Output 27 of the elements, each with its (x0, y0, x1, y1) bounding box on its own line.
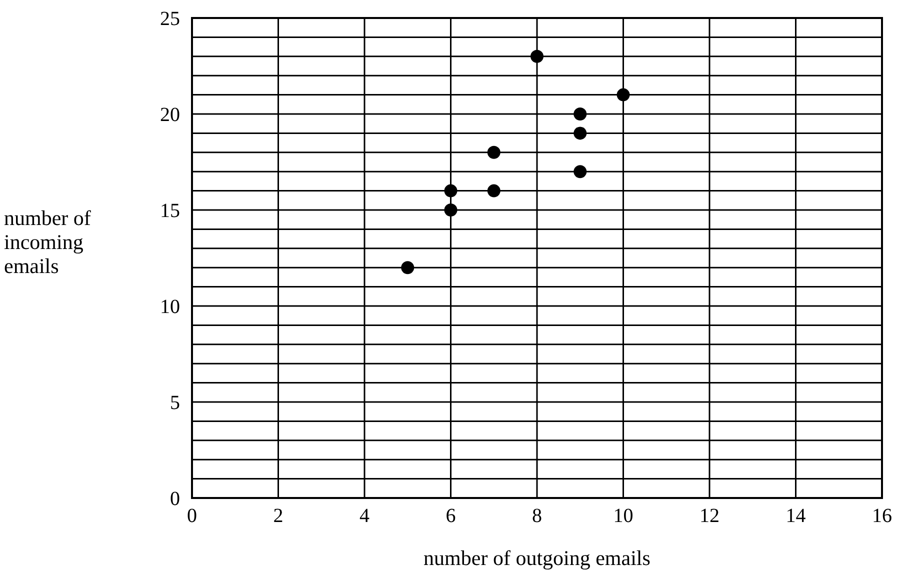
x-axis-title: number of outgoing emails (424, 546, 650, 570)
point (487, 146, 500, 159)
x-tick-label: 0 (187, 505, 197, 527)
y-tick-label: 25 (160, 8, 180, 30)
x-tick-label: 10 (613, 505, 634, 527)
x-tick-label: 12 (700, 505, 720, 527)
x-tick-label: 4 (360, 505, 370, 527)
point (487, 184, 500, 198)
x-tick-label: 14 (786, 505, 806, 527)
point (574, 108, 587, 120)
point (530, 50, 544, 63)
point (616, 88, 630, 102)
x-tick-label: 8 (532, 505, 542, 527)
point (444, 204, 458, 216)
y-tick-label: 20 (160, 104, 180, 126)
y-tick-label: 0 (170, 488, 180, 510)
y-tick-label: 5 (170, 392, 180, 414)
x-tick-label: 6 (446, 505, 456, 527)
y-tick-label: 10 (160, 296, 180, 318)
x-tick-label: 16 (872, 505, 892, 527)
x-tick-label: 2 (273, 505, 284, 527)
point (574, 165, 587, 178)
y-tick-label: 15 (160, 200, 180, 222)
point (401, 261, 414, 274)
point (574, 126, 587, 140)
y-axis-title: number of incoming emails (4, 206, 91, 278)
point (444, 184, 458, 198)
